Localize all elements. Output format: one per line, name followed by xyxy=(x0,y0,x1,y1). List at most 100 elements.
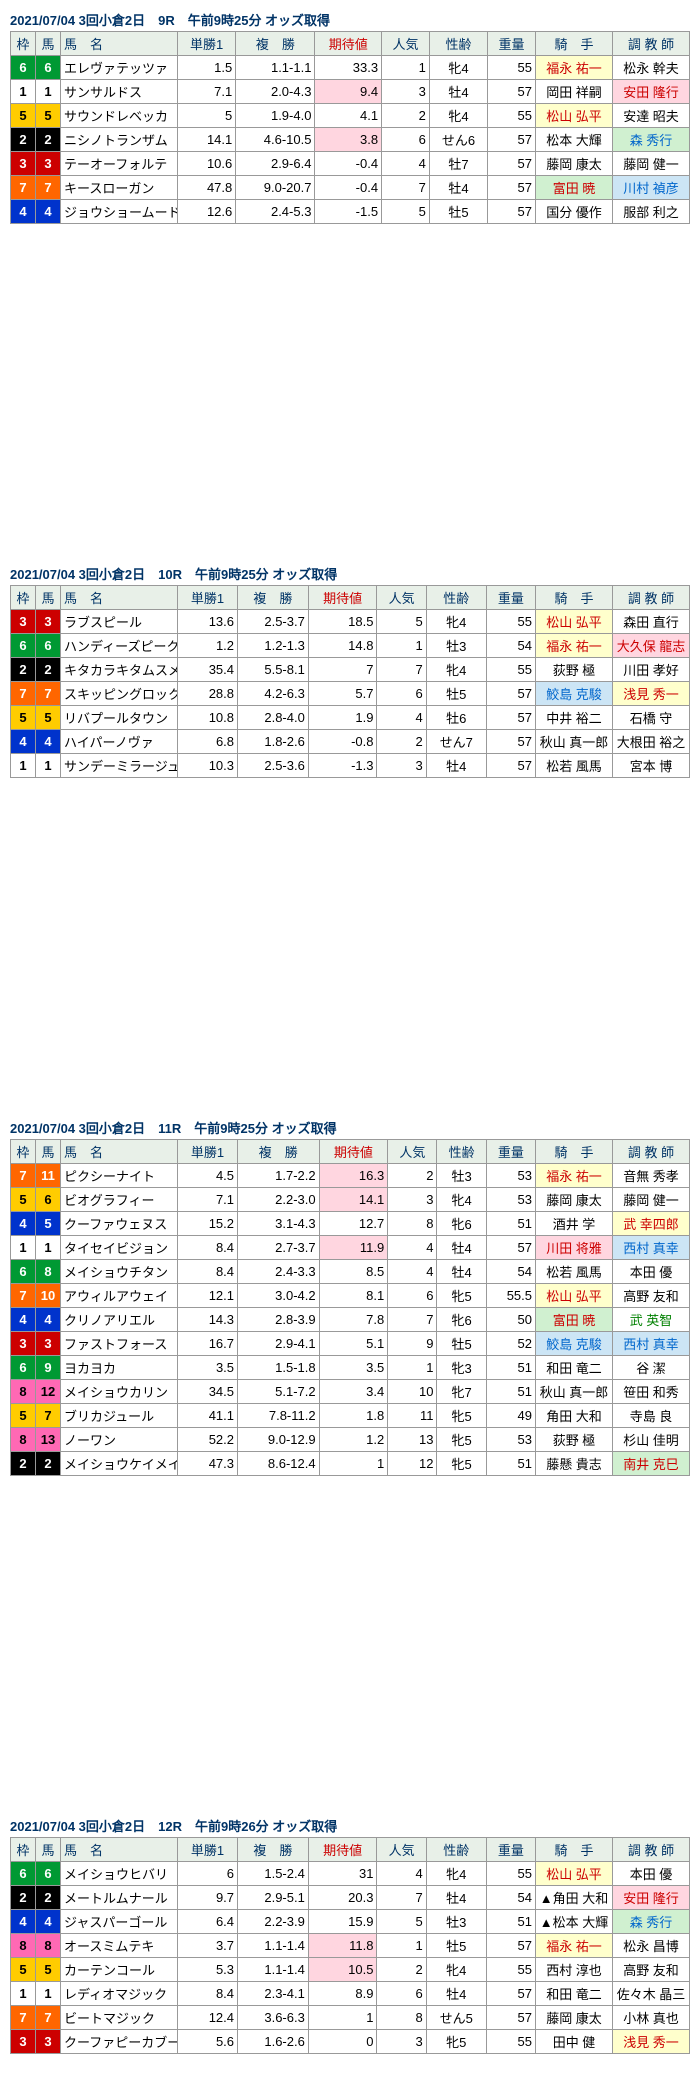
uma-cell: 11 xyxy=(36,1164,61,1188)
fuku-odds: 1.1-1.4 xyxy=(238,1958,309,1982)
uma-cell: 1 xyxy=(36,80,61,104)
horse-name: ノーワン xyxy=(61,1428,178,1452)
table-row: 55リバプールタウン10.82.8-4.01.94牡657中井 裕二石橋 守 xyxy=(11,706,690,730)
sex-age: 牡4 xyxy=(426,754,486,778)
ninki: 13 xyxy=(388,1428,437,1452)
fuku-odds: 1.1-1.4 xyxy=(238,1934,309,1958)
horse-name: ブリカジュール xyxy=(61,1404,178,1428)
table-row: 11レディオマジック8.42.3-4.18.96牡457和田 竜二佐々木 晶三 xyxy=(11,1982,690,2006)
table-row: 56ビオグラフィー7.12.2-3.014.13牝453藤岡 康太藤岡 健一 xyxy=(11,1188,690,1212)
fuku-odds: 2.8-3.9 xyxy=(238,1308,320,1332)
odds-table: 枠馬馬 名単勝1複 勝期待値人気性齢重量騎 手調 教 師711ピクシーナイト4.… xyxy=(10,1139,690,1476)
uma-cell: 5 xyxy=(36,104,61,128)
sex-age: 牡4 xyxy=(437,1260,486,1284)
weight: 54 xyxy=(486,1260,535,1284)
uma-cell: 5 xyxy=(36,1958,61,1982)
sex-age: 牡3 xyxy=(426,634,486,658)
expected-value: 20.3 xyxy=(308,1886,377,1910)
sex-age: 牝6 xyxy=(437,1212,486,1236)
tan-odds: 7.1 xyxy=(178,1188,238,1212)
ninki: 2 xyxy=(377,1958,426,1982)
horse-name: ラブスピール xyxy=(61,610,178,634)
tan-odds: 13.6 xyxy=(178,610,238,634)
col-header: 期待値 xyxy=(308,1838,377,1862)
sex-age: 牡4 xyxy=(429,80,487,104)
uma-cell: 12 xyxy=(36,1380,61,1404)
weight: 51 xyxy=(486,1910,535,1934)
fuku-odds: 3.1-4.3 xyxy=(238,1212,320,1236)
trainer: 宮本 博 xyxy=(613,754,690,778)
tan-odds: 10.6 xyxy=(178,152,236,176)
expected-value: 7 xyxy=(308,658,377,682)
horse-name: ジョウショームード xyxy=(61,200,178,224)
uma-cell: 3 xyxy=(36,1332,61,1356)
col-header: 調 教 師 xyxy=(613,1140,690,1164)
col-header: 複 勝 xyxy=(238,586,309,610)
fuku-odds: 7.8-11.2 xyxy=(238,1404,320,1428)
uma-cell: 1 xyxy=(36,1236,61,1260)
col-header: 重量 xyxy=(486,1140,535,1164)
ninki: 12 xyxy=(388,1452,437,1476)
jockey: 鮫島 克駿 xyxy=(536,1332,613,1356)
tan-odds: 6.8 xyxy=(178,730,238,754)
table-row: 812メイショウカリン34.55.1-7.23.410牝751秋山 真一郎笹田 … xyxy=(11,1380,690,1404)
table-row: 22キタカラキタムスメ35.45.5-8.177牝455荻野 極川田 孝好 xyxy=(11,658,690,682)
fuku-odds: 5.5-8.1 xyxy=(238,658,309,682)
tan-odds: 8.4 xyxy=(178,1260,238,1284)
jockey: 西村 淳也 xyxy=(536,1958,613,1982)
jockey: 酒井 学 xyxy=(536,1212,613,1236)
expected-value: 8.9 xyxy=(308,1982,377,2006)
col-header: 単勝1 xyxy=(178,1838,238,1862)
jockey: 和田 竜二 xyxy=(536,1982,613,2006)
fuku-odds: 2.9-4.1 xyxy=(238,1332,320,1356)
trainer: 高野 友和 xyxy=(613,1958,690,1982)
table-row: 813ノーワン52.29.0-12.91.213牝553荻野 極杉山 佳明 xyxy=(11,1428,690,1452)
waku-cell: 4 xyxy=(11,1308,36,1332)
waku-cell: 6 xyxy=(11,56,36,80)
expected-value: 3.4 xyxy=(319,1380,388,1404)
jockey: 秋山 真一郎 xyxy=(536,1380,613,1404)
sex-age: 牡4 xyxy=(426,1982,486,2006)
trainer: 松永 昌博 xyxy=(613,1934,690,1958)
sex-age: 牡5 xyxy=(426,682,486,706)
sex-age: 牝4 xyxy=(437,1188,486,1212)
trainer: 高野 友和 xyxy=(613,1284,690,1308)
col-header: 馬 xyxy=(36,586,61,610)
weight: 55.5 xyxy=(486,1284,535,1308)
expected-value: 14.1 xyxy=(319,1188,388,1212)
odds-table: 枠馬馬 名単勝1複 勝期待値人気性齢重量騎 手調 教 師66メイショウヒバリ61… xyxy=(10,1837,690,2054)
sex-age: 牝4 xyxy=(429,104,487,128)
weight: 51 xyxy=(486,1356,535,1380)
tan-odds: 41.1 xyxy=(178,1404,238,1428)
jockey: 富田 暁 xyxy=(536,176,613,200)
col-header: 複 勝 xyxy=(236,32,315,56)
fuku-odds: 1.5-2.4 xyxy=(238,1862,309,1886)
table-row: 22メイショウケイメイ47.38.6-12.4112牝551藤懸 貴志南井 克巳 xyxy=(11,1452,690,1476)
expected-value: 14.8 xyxy=(308,634,377,658)
jockey: 藤岡 康太 xyxy=(536,2006,613,2030)
uma-cell: 5 xyxy=(36,1212,61,1236)
col-header: 性齢 xyxy=(426,586,486,610)
uma-cell: 2 xyxy=(36,128,61,152)
col-header: 枠 xyxy=(11,32,36,56)
col-header: 単勝1 xyxy=(178,1140,238,1164)
horse-name: メイショウケイメイ xyxy=(61,1452,178,1476)
uma-cell: 1 xyxy=(36,1982,61,2006)
race-title: 2021/07/04 3回小倉2日 12R 午前9時26分 オッズ取得 xyxy=(10,1816,690,1835)
col-header: 期待値 xyxy=(315,32,382,56)
jockey: 藤懸 貴志 xyxy=(536,1452,613,1476)
trainer: 杉山 佳明 xyxy=(613,1428,690,1452)
waku-cell: 1 xyxy=(11,80,36,104)
jockey: 田中 健 xyxy=(536,2030,613,2054)
horse-name: ハンディーズピーク xyxy=(61,634,178,658)
trainer: 笹田 和秀 xyxy=(613,1380,690,1404)
expected-value: 31 xyxy=(308,1862,377,1886)
col-header: 期待値 xyxy=(308,586,377,610)
col-header: 馬 名 xyxy=(61,1838,178,1862)
jockey: 福永 祐一 xyxy=(536,1164,613,1188)
horse-name: サウンドレベッカ xyxy=(61,104,178,128)
trainer: 石橋 守 xyxy=(613,706,690,730)
horse-name: メイショウチタン xyxy=(61,1260,178,1284)
col-header: 性齢 xyxy=(437,1140,486,1164)
col-header: 馬 名 xyxy=(61,32,178,56)
